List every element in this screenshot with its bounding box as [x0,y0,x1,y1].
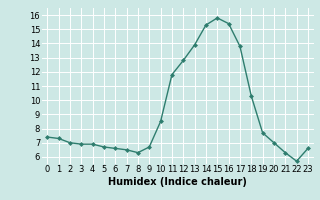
X-axis label: Humidex (Indice chaleur): Humidex (Indice chaleur) [108,177,247,187]
